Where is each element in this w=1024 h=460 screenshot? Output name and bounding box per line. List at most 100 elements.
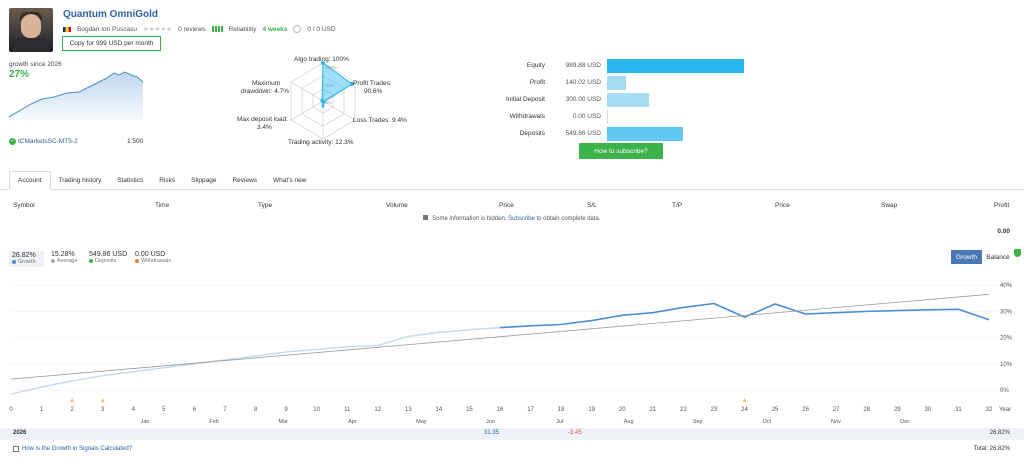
subscribe-link[interactable]: Subscribe [508, 216, 535, 222]
col-price-open[interactable]: Price [499, 202, 514, 209]
col-price-close[interactable]: Price [775, 202, 790, 209]
flag-icon [63, 26, 71, 32]
radar-activity-label: Trading activity: 12.3% [288, 139, 354, 146]
legend-withdrawals-label: Withdrawals [141, 258, 171, 264]
withdrawals-label: Withdrawals [509, 113, 545, 120]
col-time[interactable]: Time [155, 202, 170, 209]
x-tick-label: 2 [70, 407, 74, 413]
col-type[interactable]: Type [258, 202, 273, 209]
x-tick-label: 20 [619, 407, 626, 413]
equity-panel: Equity 989.88 USD Profit 140.02 USD Init… [489, 57, 744, 142]
growth-calc-link[interactable]: How is the Growth in Signals Calculated? [13, 446, 132, 452]
month-label: Jan [141, 419, 150, 425]
month-label: May [416, 419, 427, 425]
x-tick-label: 19 [588, 407, 595, 413]
equity-bar [607, 58, 744, 73]
growth-label: growth since 2026 [9, 61, 62, 68]
initial-deposit-value: 300.00 USD [565, 96, 601, 103]
year-value-2: -3.45 [568, 430, 582, 436]
x-tick-label: 14 [436, 407, 443, 413]
reviews-count[interactable]: 0 reviews [178, 25, 206, 33]
tab-account[interactable]: Account [9, 171, 51, 190]
tab-risks[interactable]: Risks [159, 177, 176, 184]
rating-stars-icon: ★★★★★ [143, 26, 173, 33]
deposit-marker [70, 398, 75, 403]
x-tick-label: 17 [527, 407, 534, 413]
legend-withdrawals-dot [135, 259, 139, 263]
legend-withdrawals[interactable]: 0.00 USD Withdrawals [135, 251, 171, 267]
withdrawals-bar [607, 109, 608, 124]
radar-loss-label: Loss Trades: 9.4% [353, 117, 407, 124]
growth-value: 27% [9, 69, 30, 80]
month-label: Nov [831, 419, 841, 425]
growth-chart: 40%30%20%10%0%0 1 2 3 4 5 6 7 8 9 10 11 12 13 14 15 16 17… [9, 283, 1013, 425]
col-swap[interactable]: Swap [881, 202, 898, 209]
month-label: Oct [763, 419, 772, 425]
growth-calc-text[interactable]: How is the Growth in Signals Calculated? [22, 446, 133, 452]
x-tick-label: 12 [374, 407, 381, 413]
x-tick-label: 0 [9, 407, 13, 413]
legend-average-dot [51, 259, 55, 263]
deposits-value: 549.86 USD [565, 130, 601, 137]
legend-deposits[interactable]: 549.86 USD Deposits [89, 251, 127, 267]
legend-growth[interactable]: 26.82% Growth [9, 251, 44, 267]
balance-toggle-button[interactable]: Balance [983, 250, 1013, 264]
initial-deposit-label: Initial Deposit [505, 96, 545, 103]
radar-profit-label-1: Profit Trades: [353, 80, 392, 87]
legend-deposits-value: 549.86 USD [89, 251, 128, 258]
y-tick-label: 0% [1000, 388, 1009, 394]
col-profit[interactable]: Profit [994, 202, 1010, 209]
initial-deposit-bar [607, 92, 649, 107]
col-tp[interactable]: T/P [672, 202, 683, 209]
legend-withdrawals-value: 0.00 USD [135, 251, 166, 258]
tab-reviews[interactable]: Reviews [232, 177, 258, 184]
author-name[interactable]: Bogdan Ion Puscasu [77, 25, 137, 33]
col-volume[interactable]: Volume [386, 202, 408, 209]
profit-value: 140.02 USD [565, 79, 601, 86]
lock-icon [423, 215, 429, 220]
y-tick-label: 30% [1000, 309, 1013, 315]
radar-drawdown-label-2: drawdown: 4.7% [241, 88, 290, 95]
signal-title[interactable]: Quantum OmniGold [63, 9, 158, 20]
year-label: 2026 [13, 430, 27, 436]
legend-average[interactable]: 15.28% Average [51, 251, 77, 267]
x-tick-label: 6 [193, 407, 197, 413]
x-tick-label: 1 [40, 407, 44, 413]
radar-deposit-load-label-1: Max deposit load: [237, 116, 288, 123]
how-to-subscribe-button[interactable]: How to subscribe? [579, 143, 663, 159]
tab-trading-history[interactable]: Trading history [58, 177, 102, 184]
month-label: Apr [348, 419, 357, 425]
broker-link[interactable]: ✓ ICMarketsSC-MT5-2 [9, 138, 78, 145]
col-sl[interactable]: S/L [587, 202, 597, 209]
y-tick-label: 20% [1000, 336, 1013, 342]
copy-button[interactable]: Copy for 999 USD per month [62, 36, 161, 51]
equity-label: Equity [526, 62, 545, 69]
col-symbol[interactable]: Symbol [13, 202, 35, 209]
mini-growth-chart [9, 71, 144, 120]
profit-total: 0.00 [997, 228, 1010, 235]
radar-deposit-load-label-2: 3.4% [257, 124, 272, 131]
series-line-growth [10, 326, 501, 395]
month-label: Feb [209, 419, 218, 425]
x-tick-label: 26 [802, 407, 809, 413]
x-tick-label: 7 [223, 407, 227, 413]
tab-bar: Account Trading history Statistics Risks… [0, 171, 1024, 190]
broker-name[interactable]: ICMarketsSC-MT5-2 [18, 138, 78, 145]
tab-slippage[interactable]: Slippage [191, 177, 217, 184]
x-tick-label: 23 [711, 407, 718, 413]
legend-deposits-dot [89, 259, 93, 263]
tab-whats-new[interactable]: What's new [273, 177, 307, 184]
x-tick-label: 24 [741, 407, 748, 413]
legend-growth-dot [12, 260, 16, 264]
x-tick-label: 10 [313, 407, 320, 413]
legend-average-label: Average [57, 258, 78, 264]
x-tick-label: 13 [405, 407, 412, 413]
tab-statistics[interactable]: Statistics [117, 177, 144, 184]
subscribers-icon [293, 25, 302, 33]
deposit-marker [742, 398, 747, 403]
withdrawals-value: 0.00 USD [572, 113, 601, 120]
growth-toggle-button[interactable]: Growth [951, 250, 982, 264]
x-tick-label: 8 [254, 407, 258, 413]
hidden-note-text: Some information is hidden. [432, 216, 507, 222]
avatar[interactable] [9, 8, 53, 52]
